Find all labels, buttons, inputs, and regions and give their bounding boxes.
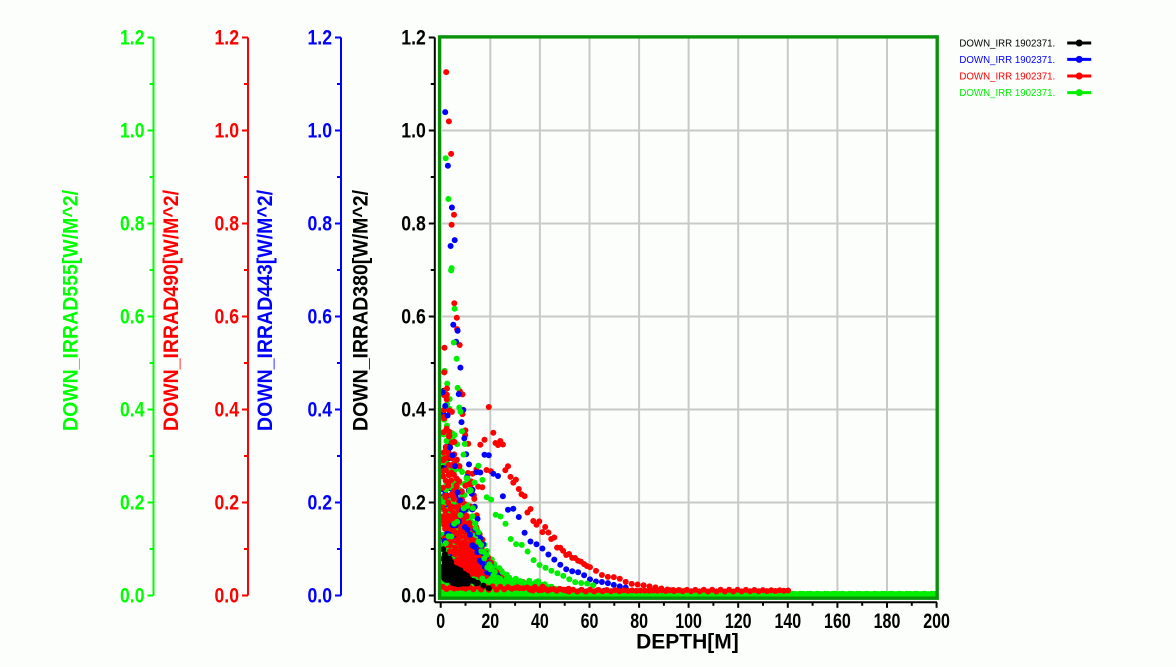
svg-text:80: 80 (630, 610, 648, 633)
svg-text:0.0: 0.0 (308, 585, 333, 608)
svg-text:DOWN_IRRAD443[W/M^2/: DOWN_IRRAD443[W/M^2/ (254, 190, 277, 431)
svg-text:0.4: 0.4 (215, 399, 240, 422)
svg-text:160: 160 (824, 610, 851, 633)
svg-text:0.8: 0.8 (308, 213, 333, 236)
svg-text:40: 40 (531, 610, 549, 633)
svg-text:180: 180 (874, 610, 901, 633)
svg-text:0.6: 0.6 (308, 306, 333, 329)
svg-text:0.8: 0.8 (120, 213, 145, 236)
svg-text:20: 20 (481, 610, 499, 633)
svg-text:1.0: 1.0 (401, 120, 426, 143)
svg-text:0.8: 0.8 (401, 213, 426, 236)
svg-text:0.4: 0.4 (308, 399, 333, 422)
svg-text:140: 140 (774, 610, 801, 633)
svg-text:0.0: 0.0 (120, 585, 145, 608)
svg-text:0.8: 0.8 (215, 213, 240, 236)
svg-text:1.2: 1.2 (215, 27, 240, 50)
svg-text:60: 60 (581, 610, 599, 633)
svg-text:1.0: 1.0 (215, 120, 240, 143)
svg-text:0.4: 0.4 (401, 399, 426, 422)
svg-text:0: 0 (436, 610, 445, 633)
svg-text:DOWN_IRR 1902371.: DOWN_IRR 1902371. (959, 71, 1055, 82)
svg-text:DOWN_IRR 1902371.: DOWN_IRR 1902371. (959, 88, 1055, 99)
svg-text:200: 200 (923, 610, 950, 633)
svg-text:0.0: 0.0 (401, 585, 426, 608)
svg-text:0.2: 0.2 (308, 492, 333, 515)
svg-text:DOWN_IRRAD555[W/M^2/: DOWN_IRRAD555[W/M^2/ (59, 190, 82, 431)
svg-text:1.2: 1.2 (308, 27, 333, 50)
svg-text:0.2: 0.2 (120, 492, 145, 515)
svg-text:DOWN_IRR 1902371.: DOWN_IRR 1902371. (959, 55, 1055, 66)
svg-text:0.6: 0.6 (120, 306, 145, 329)
svg-text:0.4: 0.4 (120, 399, 145, 422)
svg-text:DOWN_IRR 1902371.: DOWN_IRR 1902371. (959, 38, 1055, 49)
svg-text:0.2: 0.2 (215, 492, 240, 515)
svg-text:0.6: 0.6 (215, 306, 240, 329)
svg-text:DEPTH[M]: DEPTH[M] (636, 630, 739, 653)
svg-text:1.0: 1.0 (120, 120, 145, 143)
svg-text:0.6: 0.6 (401, 306, 426, 329)
svg-text:1.0: 1.0 (308, 120, 333, 143)
svg-text:0.0: 0.0 (215, 585, 240, 608)
svg-text:1.2: 1.2 (120, 27, 145, 50)
svg-text:100: 100 (675, 610, 702, 633)
svg-text:DOWN_IRRAD380[W/M^2/: DOWN_IRRAD380[W/M^2/ (350, 190, 373, 431)
svg-text:120: 120 (725, 610, 752, 633)
svg-text:DOWN_IRRAD490[W/M^2/: DOWN_IRRAD490[W/M^2/ (160, 190, 183, 431)
svg-text:1.2: 1.2 (401, 27, 426, 50)
svg-text:0.2: 0.2 (401, 492, 426, 515)
